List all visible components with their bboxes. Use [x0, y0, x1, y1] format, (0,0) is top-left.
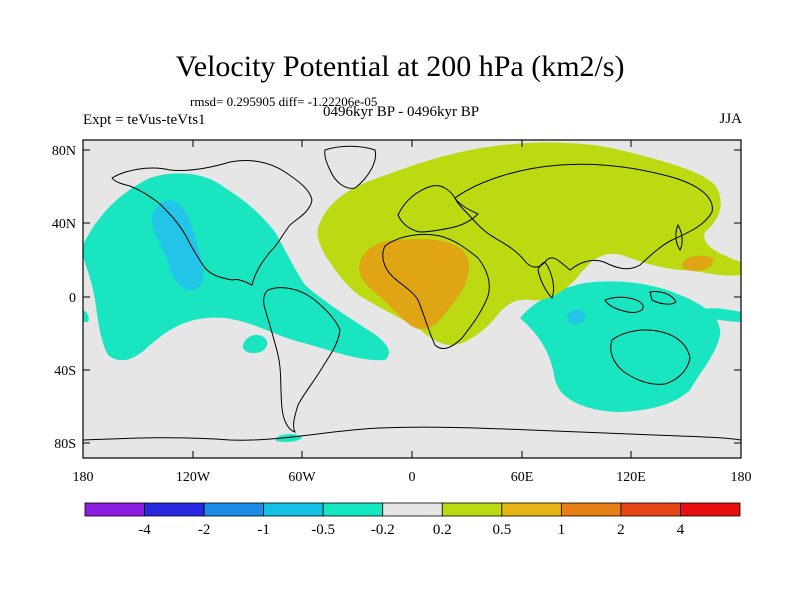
colorbar-label: 0.2	[433, 522, 452, 538]
lat-label-0: 0	[69, 291, 76, 306]
longitude-axis: 180 120W 60W 0 60E 120E 180	[73, 140, 752, 485]
coastlines	[83, 145, 741, 441]
colorbar-box	[322, 502, 384, 517]
lon-label-180w: 180	[73, 470, 94, 485]
colorbar-box	[144, 502, 205, 517]
colorbar-box	[382, 502, 443, 517]
lon-label-60e: 60E	[511, 470, 534, 485]
contour-positive-pacific-blob	[682, 255, 714, 271]
colorbar-box	[84, 502, 145, 517]
contour-negative-inner	[151, 200, 204, 291]
colorbar-label: 2	[617, 522, 625, 538]
colorbar: -4 -2 -1 -0.5 -0.2 0.2 0.5 1 2 4	[84, 502, 741, 538]
lon-label-0: 0	[409, 470, 416, 485]
lon-label-60w: 60W	[288, 470, 316, 485]
lon-label-180e: 180	[731, 470, 752, 485]
colorbar-box	[620, 502, 681, 517]
colorbar-box	[203, 502, 265, 517]
contour-positive-africa	[359, 238, 469, 330]
stats-text: rmsd= 0.295905 diff= -1.22206e-05	[190, 94, 378, 109]
lon-label-120w: 120W	[176, 470, 211, 485]
colorbar-label: -2	[198, 522, 211, 538]
lat-label-40s: 40S	[54, 364, 76, 379]
colorbar-label: 4	[677, 522, 685, 538]
experiment-label: Expt = teVus-teVts1	[83, 112, 206, 128]
colorbar-label: -0.2	[371, 522, 395, 538]
contour-negative-pacific-east	[700, 308, 741, 322]
latitude-axis: 80N 40N 0 40S 80S	[52, 144, 741, 452]
lat-label-80s: 80S	[54, 437, 76, 452]
colorbar-box	[560, 502, 622, 517]
colorbar-label: 1	[558, 522, 566, 538]
lat-label-40n: 40N	[52, 217, 76, 232]
contour-negative-indian-inner	[567, 309, 586, 325]
colorbar-label: -1	[257, 522, 270, 538]
contour-negative-edge	[83, 310, 89, 322]
colorbar-label: -4	[138, 522, 151, 538]
contour-negative-blob	[242, 334, 268, 354]
colorbar-label: 0.5	[492, 522, 511, 538]
colorbar-label: -0.5	[311, 522, 335, 538]
colorbar-box	[263, 502, 324, 517]
colorbar-box	[441, 502, 503, 517]
season-label: JJA	[719, 111, 742, 127]
plot-title: Velocity Potential at 200 hPa (km2/s)	[175, 50, 625, 83]
lat-label-80n: 80N	[52, 144, 76, 159]
colorbar-box	[501, 502, 562, 517]
colorbar-box	[680, 502, 741, 517]
lon-label-120e: 120E	[616, 470, 646, 485]
period-label: 0496kyr BP - 0496kyr BP	[323, 104, 480, 120]
